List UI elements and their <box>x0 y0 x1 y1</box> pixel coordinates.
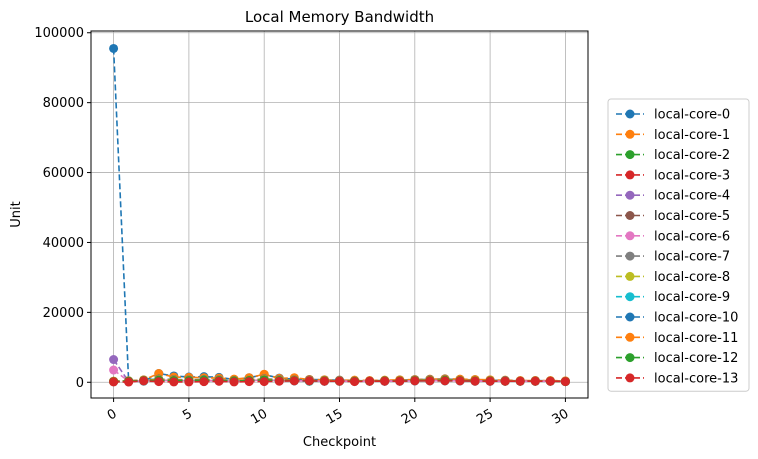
legend-item: local-core-4 <box>616 189 730 204</box>
legend-item: local-core-3 <box>616 168 730 183</box>
legend-marker <box>625 190 635 200</box>
data-point <box>319 376 329 386</box>
data-point <box>485 376 495 386</box>
legend-marker <box>625 211 635 220</box>
data-point <box>365 376 375 386</box>
data-point <box>455 376 465 386</box>
data-point <box>154 377 164 387</box>
x-axis: 0 5 10 15 20 25 30 <box>105 398 571 428</box>
chart-title: Local Memory Bandwidth <box>245 8 434 26</box>
x-tick-label: 10 <box>248 406 270 427</box>
data-point <box>139 376 149 386</box>
data-point <box>440 376 450 386</box>
y-axis: 0 20000 40000 60000 80000 100000 <box>34 26 91 391</box>
data-point <box>304 376 314 386</box>
data-point <box>109 43 119 53</box>
y-tick-label: 20000 <box>43 306 84 321</box>
y-tick-label: 80000 <box>43 96 84 111</box>
x-tick-label: 20 <box>399 406 421 427</box>
legend-item: local-core-13 <box>616 371 738 386</box>
data-point <box>184 377 194 387</box>
legend-item: local-core-0 <box>616 108 730 123</box>
data-point <box>410 376 420 386</box>
data-point <box>395 376 405 386</box>
data-point <box>289 376 299 386</box>
legend-item: local-core-11 <box>616 331 738 346</box>
data-point <box>124 377 134 387</box>
data-point <box>214 376 224 386</box>
data-point <box>169 377 179 387</box>
legend-marker <box>625 271 635 281</box>
legend-label: local-core-12 <box>654 351 738 366</box>
y-tick-label: 100000 <box>34 26 84 41</box>
data-point <box>425 376 435 386</box>
legend-marker <box>625 170 635 180</box>
legend-item: local-core-5 <box>616 209 730 224</box>
legend-label: local-core-10 <box>654 311 738 326</box>
legend-label: local-core-4 <box>654 189 730 204</box>
legend-item: local-core-1 <box>616 128 730 143</box>
data-point <box>350 377 360 387</box>
x-axis-label: Checkpoint <box>303 435 376 450</box>
data-point <box>229 377 239 387</box>
x-tick-label: 15 <box>324 406 346 427</box>
data-point <box>500 376 510 386</box>
data-point <box>530 376 540 386</box>
data-point <box>470 376 480 386</box>
legend-label: local-core-2 <box>654 148 730 163</box>
legend-marker <box>625 231 635 241</box>
legend-marker <box>625 353 635 363</box>
legend-marker <box>625 312 635 322</box>
y-tick-label: 40000 <box>43 236 84 251</box>
legend-marker <box>625 373 635 383</box>
legend-item: local-core-12 <box>616 351 738 366</box>
legend-marker <box>625 129 635 139</box>
legend-item: local-core-10 <box>616 311 738 326</box>
legend-item: local-core-9 <box>616 290 730 305</box>
data-point <box>259 377 269 387</box>
legend-item: local-core-2 <box>616 148 730 163</box>
y-axis-label: Unit <box>9 201 24 227</box>
legend-marker <box>625 109 635 119</box>
legend-marker <box>625 251 635 261</box>
legend-marker <box>625 292 635 302</box>
y-tick-label: 0 <box>76 376 84 391</box>
data-point <box>515 376 525 386</box>
legend-label: local-core-1 <box>654 128 730 143</box>
x-tick-label: 30 <box>550 406 572 427</box>
data-point <box>199 377 209 387</box>
y-tick-label: 60000 <box>43 166 84 181</box>
legend-label: local-core-9 <box>654 290 730 305</box>
legend-label: local-core-7 <box>654 250 730 265</box>
data-point <box>244 377 254 387</box>
data-point <box>560 377 570 387</box>
data-point <box>545 376 555 386</box>
legend-label: local-core-8 <box>654 270 730 285</box>
legend-item: local-core-8 <box>616 270 730 285</box>
legend-box <box>607 98 750 392</box>
data-point <box>109 355 119 365</box>
legend-label: local-core-0 <box>654 108 730 123</box>
series-layer <box>109 43 570 387</box>
legend-item: local-core-7 <box>616 250 730 265</box>
x-tick-label: 25 <box>474 406 496 427</box>
data-point <box>274 376 284 386</box>
legend-label: local-core-3 <box>654 168 730 183</box>
legend-label: local-core-11 <box>654 331 738 346</box>
legend-label: local-core-13 <box>654 371 738 386</box>
data-point <box>335 376 344 386</box>
series-local-core-13 <box>109 376 570 387</box>
legend-marker <box>625 150 635 160</box>
legend-item: local-core-6 <box>616 229 730 244</box>
data-point <box>109 365 119 375</box>
data-point <box>380 376 390 386</box>
legend-label: local-core-5 <box>654 209 730 224</box>
legend-marker <box>625 332 635 342</box>
data-point <box>109 377 119 387</box>
legend: local-core-0 local-core-1 local-core-2 loca… <box>607 98 750 392</box>
legend-label: local-core-6 <box>654 229 730 244</box>
